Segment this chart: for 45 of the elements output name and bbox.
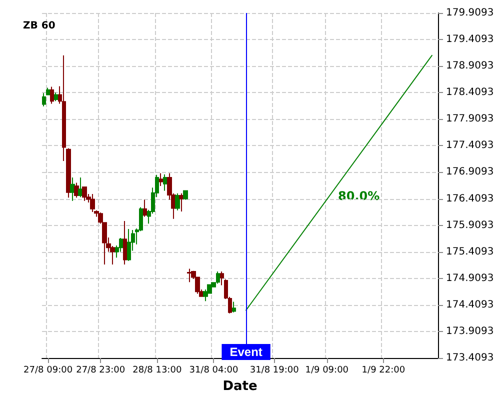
candlestick	[82, 186, 87, 202]
x-tick-label: 27/8 23:00	[76, 366, 126, 376]
x-axis-title: Date	[222, 379, 258, 394]
candlestick	[50, 86, 54, 104]
candlestick	[78, 177, 83, 198]
y-tick-label: 173.9093	[446, 326, 494, 337]
candlestick	[187, 268, 192, 283]
text: ZB 60	[23, 20, 56, 32]
candlestick	[127, 228, 131, 262]
candlestick	[70, 177, 75, 202]
y-tick-label: 173.4093	[446, 352, 494, 364]
y-tick-label: 174.9093	[446, 272, 494, 284]
candlestick	[163, 174, 167, 192]
candlestick	[159, 172, 163, 186]
x-tick-label: 31/8 19:00	[250, 366, 300, 376]
x-tick-label: 1/9 09:00	[305, 366, 349, 376]
candlestick	[42, 92, 46, 107]
x-tick-label: 28/8 13:00	[132, 366, 182, 376]
y-tick-label: 175.4093	[446, 246, 494, 258]
y-tick-label: 176.9093	[446, 166, 494, 178]
y-tick-label: 179.9093	[446, 8, 494, 18]
y-tick-label: 178.9093	[446, 60, 494, 72]
y-tick-label: 176.4093	[446, 193, 494, 204]
candlestick	[54, 92, 58, 102]
candlestick	[143, 199, 147, 218]
candlestick	[220, 270, 224, 286]
candlestick	[66, 148, 71, 198]
candlestick	[232, 301, 236, 313]
x-tick-label: 1/9 22:00	[362, 366, 406, 376]
candlestick	[74, 182, 79, 198]
y-tick-label: 178.4093	[446, 87, 494, 98]
y-tick-label: 179.4093	[446, 34, 494, 46]
x-tick-label: 31/8 04:00	[189, 366, 239, 376]
annotation: Event	[230, 345, 262, 359]
candlestick	[123, 220, 127, 266]
y-tick-label: 177.9093	[446, 114, 494, 125]
y-tick-label: 175.9093	[446, 220, 494, 231]
candlestick	[62, 54, 66, 162]
y-tick-label: 177.4093	[446, 140, 494, 152]
candlestick	[175, 192, 180, 211]
y-tick-label: 174.4093	[446, 299, 494, 310]
candlestick	[46, 87, 50, 96]
x-tick-label: 27/8 09:00	[24, 366, 73, 376]
candlestick	[179, 192, 184, 212]
candlestick	[183, 190, 188, 200]
